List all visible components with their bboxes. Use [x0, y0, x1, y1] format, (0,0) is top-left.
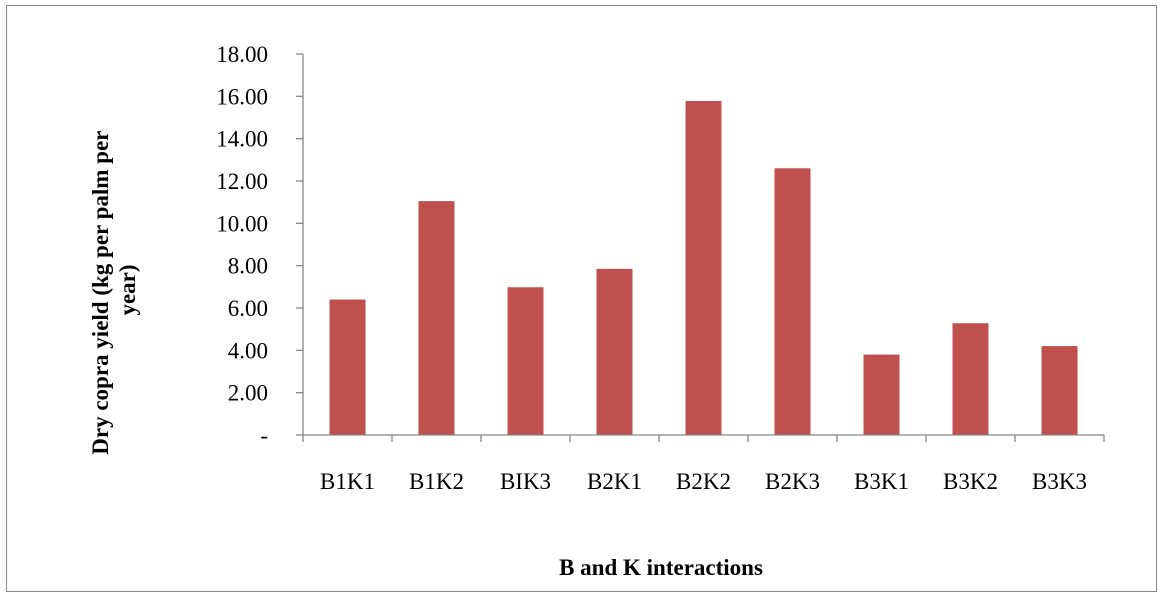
y-tick-label: 18.00	[216, 42, 268, 67]
y-tick-label: 6.00	[228, 296, 268, 321]
y-tick-label: -	[260, 423, 268, 448]
y-tick-label: 10.00	[216, 211, 268, 236]
bar-b3k1	[863, 354, 900, 435]
x-tick-label: B3K3	[1032, 469, 1087, 494]
bar-b1k1	[329, 299, 366, 435]
x-tick-label: B1K1	[320, 469, 375, 494]
y-tick-label: 4.00	[228, 338, 268, 363]
x-tick-label: B2K3	[765, 469, 820, 494]
bar-b3k2	[952, 323, 989, 435]
bar-b2k2	[685, 100, 722, 436]
y-tick-label: 14.00	[216, 127, 268, 152]
y-tick-label: 12.00	[216, 169, 268, 194]
tick-labels: - 2.00 4.00 6.00 8.00 10.00 12.00 14.00 16.00 18.…	[216, 42, 1087, 494]
bar-bik3	[507, 287, 544, 435]
bar-b3k3	[1041, 346, 1078, 435]
bar-b2k1	[596, 268, 633, 435]
x-tick-label: B2K1	[587, 469, 642, 494]
x-tick-label: B3K2	[943, 469, 998, 494]
axes	[296, 53, 1105, 442]
bar-b2k3	[774, 168, 811, 436]
chart-frame	[6, 5, 1157, 592]
x-axis-title: B and K interactions	[559, 555, 763, 580]
bar-b1k2	[418, 201, 455, 435]
y-tick-label: 2.00	[228, 381, 268, 406]
x-tick-label: BIK3	[500, 469, 551, 494]
y-axis-title: Dry copra yield (kg per palm per year)	[88, 125, 140, 454]
x-tick-label: B1K2	[409, 469, 464, 494]
y-tick-label: 16.00	[216, 84, 268, 109]
y-axis-title-line-2: year)	[115, 264, 140, 315]
x-tick-label: B3K1	[854, 469, 909, 494]
y-axis-title-line-1: Dry copra yield (kg per palm per	[88, 131, 113, 455]
y-tick-label: 8.00	[228, 254, 268, 279]
bars	[329, 100, 1078, 436]
x-tick-label: B2K2	[676, 469, 731, 494]
